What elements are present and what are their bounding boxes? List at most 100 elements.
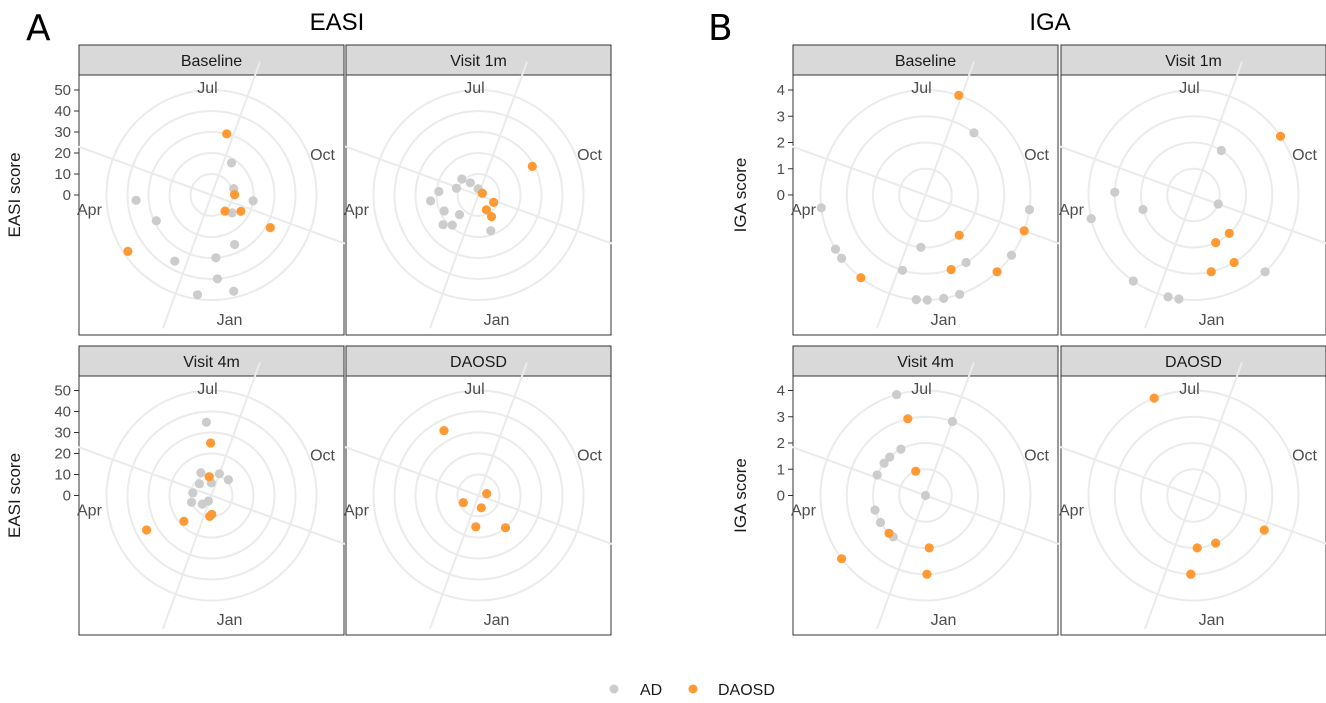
point-daosd	[1224, 228, 1234, 238]
point-daosd	[1259, 525, 1269, 535]
month-label-jan: Jan	[217, 312, 243, 329]
month-label-jan: Jan	[1199, 312, 1225, 329]
r-axis-tick-label: 20	[54, 446, 71, 463]
facet-strip	[1060, 44, 1326, 76]
r-axis-tick-label: 10	[54, 166, 71, 183]
r-axis-tick-label: 0	[777, 187, 785, 204]
grid-circle	[1140, 141, 1247, 249]
grid-circle	[105, 389, 318, 602]
point-ad	[248, 196, 258, 206]
point-ad	[187, 497, 197, 507]
r-axis-tick-label: 40	[54, 404, 71, 421]
facet-iga-daosd-facet: DAOSD Jul Oct Jan Apr	[1059, 345, 1326, 636]
grid-spoke	[429, 194, 480, 329]
point-ad	[214, 469, 224, 479]
grid-circle	[372, 389, 585, 602]
point-ad	[947, 416, 958, 427]
r-axis-title: EASI score	[5, 152, 24, 237]
legend-ad-label: AD	[640, 682, 662, 699]
legend-daosd-swatch	[688, 684, 698, 694]
point-ad	[1216, 145, 1226, 156]
facet-strip-label: Visit 1m	[450, 53, 507, 70]
facet-strip-label: DAOSD	[450, 354, 507, 371]
grid-spoke	[876, 194, 927, 329]
point-daosd	[992, 267, 1002, 277]
grid-circle	[819, 389, 1032, 602]
facet-strip	[1060, 345, 1326, 377]
point-ad	[922, 295, 932, 305]
point-ad	[230, 239, 240, 250]
month-label-oct: Oct	[1292, 147, 1317, 164]
r-axis-tick-label: 10	[54, 467, 71, 484]
point-ad	[194, 479, 204, 489]
point-ad	[955, 289, 965, 299]
point-ad	[188, 488, 198, 498]
grid-spoke	[478, 494, 613, 545]
grid-spoke	[77, 145, 212, 196]
point-daosd	[527, 161, 537, 171]
point-ad	[227, 208, 237, 218]
facet-strip	[792, 345, 1059, 377]
facet-easi-visit-1m: Visit 1m Jul Oct Jan Apr	[344, 44, 613, 336]
point-daosd	[471, 522, 481, 532]
month-label-jan: Jan	[484, 312, 510, 329]
point-daosd	[481, 205, 491, 215]
panel-letter-a: A	[26, 8, 51, 49]
grid-spoke	[211, 194, 346, 245]
point-daosd	[205, 511, 215, 521]
point-ad	[203, 496, 213, 506]
point-ad	[170, 256, 180, 266]
point-daosd	[439, 426, 449, 436]
point-daosd	[1206, 267, 1216, 277]
grid-spoke	[77, 446, 212, 497]
point-daosd	[946, 264, 956, 275]
point-daosd	[204, 472, 214, 482]
point-ad	[192, 290, 203, 300]
r-axis: 0 10 20 30 40 50 EASI score	[5, 82, 79, 238]
grid-circle	[105, 89, 318, 301]
facet-iga-visit-1m: Visit 1m Jul Oct Jan Apr	[1059, 44, 1326, 336]
point-ad	[837, 253, 847, 263]
plot-area	[1060, 375, 1326, 636]
legend: AD DAOSD	[609, 682, 775, 699]
point-ad	[1024, 205, 1035, 215]
point-daosd	[1019, 226, 1029, 236]
grid-circle	[168, 452, 255, 539]
facet-strip-label: DAOSD	[1165, 354, 1222, 371]
point-ad	[486, 226, 496, 236]
plot-area	[345, 74, 612, 336]
grid-spoke	[429, 495, 480, 630]
point-ad	[872, 470, 882, 480]
point-daosd	[477, 188, 487, 198]
month-label-oct: Oct	[310, 147, 335, 164]
grid-circle	[393, 410, 564, 581]
month-label-oct: Oct	[1024, 147, 1049, 164]
point-daosd	[476, 503, 486, 513]
point-daosd	[1186, 569, 1196, 579]
point-ad	[816, 203, 826, 213]
point-ad	[426, 196, 436, 206]
r-axis-tick-label: 2	[777, 435, 785, 452]
facet-easi-daosd-facet: DAOSD Jul Oct Jan Apr	[344, 345, 613, 636]
month-label-jul: Jul	[911, 381, 931, 398]
point-daosd	[206, 438, 216, 448]
plot-area	[792, 74, 1059, 336]
point-ad	[229, 286, 239, 296]
point-daosd	[837, 554, 847, 564]
grid-spoke	[162, 495, 213, 630]
r-axis: 0 1 2 3 4 IGA score	[731, 82, 793, 232]
grid-spoke	[925, 194, 1060, 245]
r-axis-tick-label: 30	[54, 124, 71, 141]
point-daosd	[500, 523, 511, 533]
month-label-jul: Jul	[464, 381, 484, 398]
point-ad	[1086, 214, 1096, 224]
plot-area	[792, 375, 1059, 636]
grid-spoke	[1059, 446, 1194, 497]
r-axis-tick-label: 4	[777, 82, 785, 99]
grid-circle	[1087, 89, 1300, 301]
facet-strip-label: Baseline	[895, 53, 956, 70]
grid-circle	[126, 410, 297, 581]
point-ad	[911, 295, 921, 305]
point-ad	[454, 210, 465, 220]
